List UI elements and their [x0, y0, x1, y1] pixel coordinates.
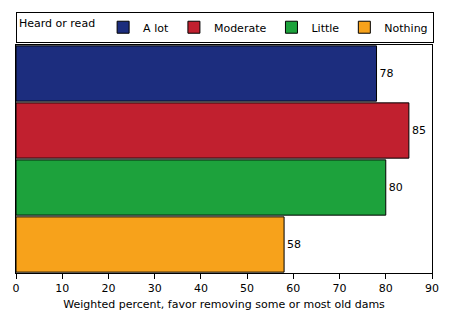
- svg-text:50: 50: [240, 282, 254, 295]
- svg-text:40: 40: [194, 282, 208, 295]
- svg-text:30: 30: [148, 282, 162, 295]
- svg-text:20: 20: [101, 282, 115, 295]
- svg-text:85: 85: [412, 124, 426, 137]
- svg-text:80: 80: [379, 282, 393, 295]
- svg-text:Heard or read: Heard or read: [19, 17, 95, 30]
- svg-text:A lot: A lot: [143, 22, 169, 35]
- svg-text:80: 80: [389, 181, 403, 194]
- svg-text:Nothing: Nothing: [384, 22, 427, 35]
- svg-text:78: 78: [380, 67, 394, 80]
- svg-text:10: 10: [55, 282, 69, 295]
- svg-text:60: 60: [286, 282, 300, 295]
- svg-text:0: 0: [13, 282, 20, 295]
- svg-text:58: 58: [287, 238, 301, 251]
- svg-text:Weighted percent, favor removi: Weighted percent, favor removing some or…: [63, 298, 385, 311]
- svg-text:Little: Little: [311, 22, 339, 35]
- svg-text:70: 70: [333, 282, 347, 295]
- svg-text:90: 90: [425, 282, 439, 295]
- svg-text:Moderate: Moderate: [214, 22, 267, 35]
